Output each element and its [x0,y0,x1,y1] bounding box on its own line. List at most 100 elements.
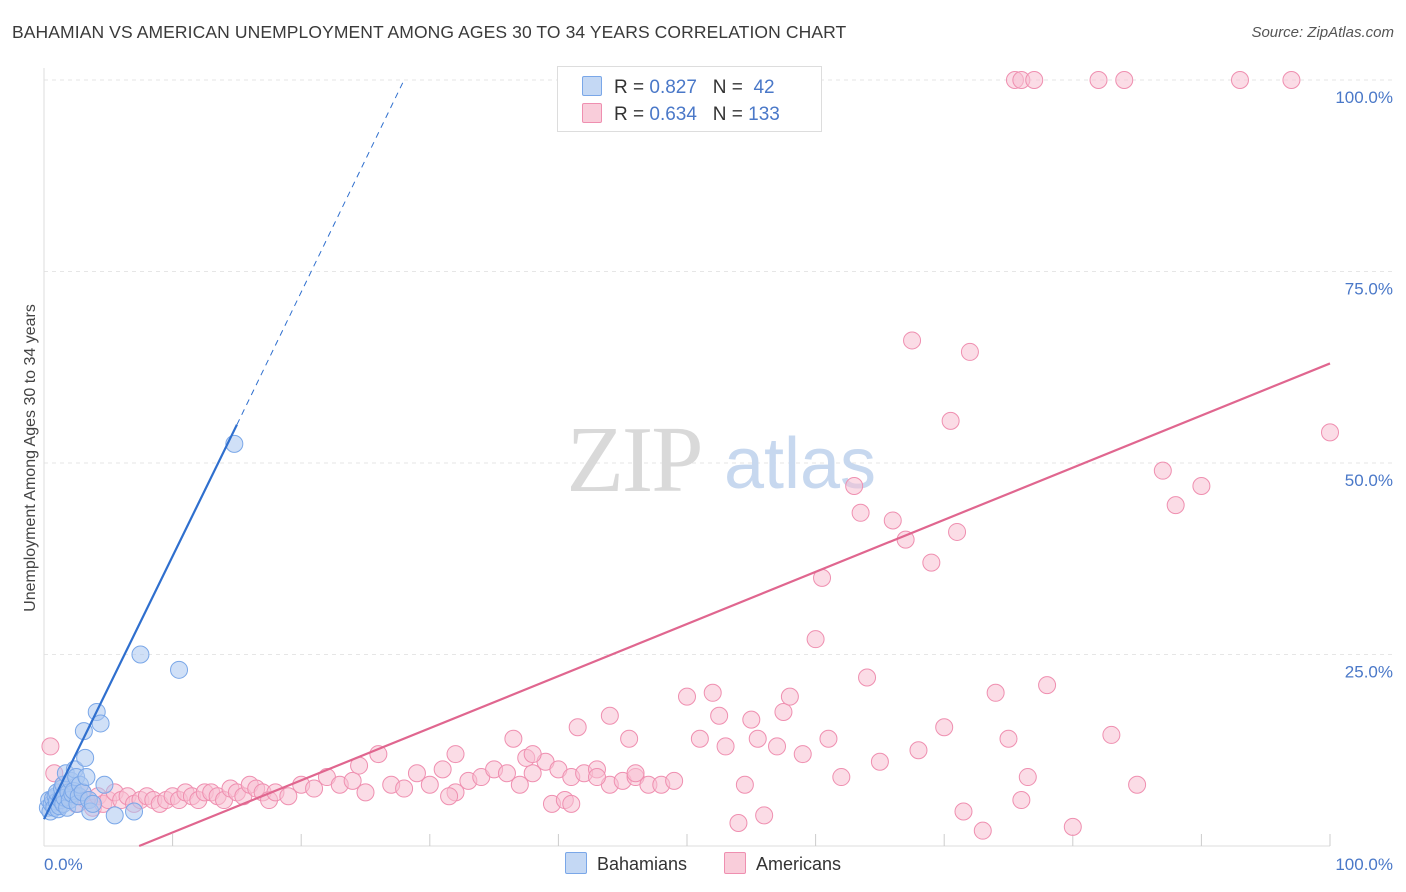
chart-title: BAHAMIAN VS AMERICAN UNEMPLOYMENT AMONG … [12,22,847,42]
bahamians-point [131,645,150,664]
americans-point [1115,71,1134,89]
americans-point [568,718,587,737]
americans-point [960,342,979,361]
bahamians-swatch [564,852,587,874]
legend-n-label: N = [712,77,743,98]
americans-point [870,752,889,771]
bahamians-trendline [43,424,238,820]
bahamians-trendline-extension [236,79,405,425]
americans-point [510,775,529,794]
legend-row-americans: R = 0.634 N = 133 [582,103,780,127]
americans-point [523,745,542,764]
americans-point [742,710,761,729]
legend-row-bahamians: R = 0.827 N = 42 [582,76,775,100]
americans-point [1230,71,1249,89]
americans-point [305,779,324,798]
americans-point [922,553,941,572]
americans-point [832,768,851,787]
americans-point [774,702,793,721]
americans-point [678,687,696,706]
americans-point [710,706,729,725]
legend-r-value: 0.827 [649,77,697,98]
watermark-zip: ZIP [567,408,702,512]
y-tick-label: 50.0% [1345,471,1393,490]
legend-n-value: 42 [753,77,775,98]
americans-point [407,764,426,783]
americans-point [735,775,754,794]
americans-point [1089,71,1108,89]
americans-point [504,729,523,748]
americans-point [1166,496,1185,515]
americans-point [1192,476,1211,495]
legend-r-label: R = [614,77,645,98]
americans-point [858,668,877,687]
americans-point [440,787,459,806]
americans-point [909,741,928,760]
americans-point [941,411,960,430]
americans-label: Americans [756,854,842,874]
americans-point [446,745,465,764]
americans-point [1012,791,1031,810]
legend-item-bahamians[interactable]: Bahamians [564,852,687,875]
americans-point [1321,423,1339,442]
americans-point [562,794,581,813]
americans-point [999,729,1018,748]
americans-point [626,764,645,783]
americans-point [1018,768,1037,787]
legend-swatch-pink [582,103,602,123]
americans-point [716,737,735,756]
americans-point [356,783,375,802]
americans-point [793,745,812,764]
x-tick-label: 0.0% [44,855,83,874]
y-axis-label: Unemployment Among Ages 30 to 34 years [22,304,39,612]
legend-item-americans[interactable]: Americans [724,852,841,875]
americans-point [768,737,787,756]
americans-point [665,771,684,790]
x-tick-label: 100.0% [1335,855,1393,874]
stats-legend: R = 0.827 N = 42 R = 0.634 N = 133 [557,66,822,132]
americans-point [935,718,954,737]
bahamians-point [77,768,96,787]
bahamians-point [91,714,110,733]
legend-r-label: R = [614,104,645,125]
americans-point [1102,725,1121,744]
americans-point [883,511,902,530]
americans-point [780,687,799,706]
y-tick-label: 75.0% [1345,280,1393,299]
americans-swatch [724,852,747,874]
y-tick-label: 25.0% [1345,663,1393,682]
americans-point [986,683,1005,702]
series-legend: Bahamians Americans [0,852,1406,875]
americans-point [1128,775,1147,794]
americans-point [973,821,992,840]
americans-point [690,729,709,748]
americans-point [819,729,838,748]
americans-point [587,768,606,787]
bahamians-point [76,748,95,767]
americans-point [729,814,748,833]
americans-point [600,706,619,725]
americans-point [954,802,973,821]
americans-point [395,779,414,798]
legend-r-value: 0.634 [649,104,697,125]
americans-point [279,787,298,806]
americans-point [948,522,967,541]
americans-point [845,476,864,495]
americans-point [806,630,825,649]
americans-point [703,683,722,702]
americans-point [1282,71,1301,89]
americans-point [620,729,639,748]
americans-point [41,737,60,756]
legend-n-value: 133 [748,104,780,125]
americans-point [748,729,767,748]
bahamians-point [83,794,102,813]
bahamians-label: Bahamians [596,854,687,874]
americans-trendline [138,362,1331,848]
source-credit: Source: ZipAtlas.com [1251,24,1394,41]
americans-point [1153,461,1172,480]
legend-n-label: N = [712,104,743,125]
americans-point [523,764,542,783]
americans-point [1025,71,1044,89]
americans-point [1038,676,1057,695]
